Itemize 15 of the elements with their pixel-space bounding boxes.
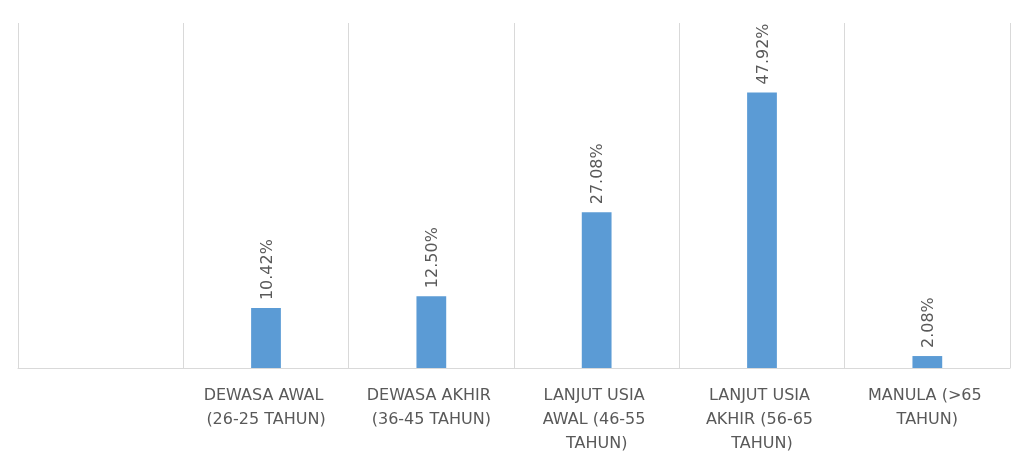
x-tick-label: DEWASA AKHIR (36-45 TAHUN): [366, 384, 496, 428]
data-label: 12.50%: [421, 227, 441, 289]
bar: [251, 308, 281, 368]
x-tick-label: LANJUT USIA AWAL (46-55 TAHUN): [542, 384, 651, 452]
data-label: 2.08%: [917, 297, 937, 349]
data-label: 10.42%: [256, 239, 276, 301]
bar: [581, 212, 612, 368]
x-tick-label: MANULA (>65 TAHUN): [867, 384, 987, 428]
bar: [747, 92, 777, 368]
x-tick-label: DEWASA AWAL (26-25 TAHUN): [203, 384, 329, 428]
x-tick-label: LANJUT USIA AKHIR (56-65 TAHUN): [705, 384, 819, 452]
data-label: 47.92%: [752, 23, 772, 85]
bar: [416, 296, 447, 368]
bar: [912, 356, 943, 368]
data-label: 27.08%: [587, 143, 607, 205]
